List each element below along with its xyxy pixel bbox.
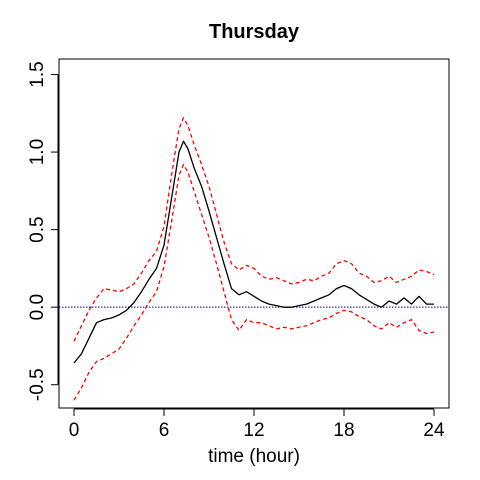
chart-title: Thursday — [209, 21, 300, 43]
estimate-line — [73, 140, 434, 364]
y-tick-label: -0.5 — [27, 368, 48, 401]
x-tick-label: 18 — [333, 420, 354, 441]
plot-frame — [58, 58, 450, 409]
y-tick-label: 1.0 — [27, 139, 48, 165]
series-layer — [73, 117, 435, 401]
y-tick-label: 1.5 — [27, 61, 48, 87]
x-tick-label: 24 — [423, 420, 445, 441]
x-axis-label: time (hour) — [208, 446, 300, 467]
lower-band-line — [73, 163, 435, 401]
x-axis: 0 6 12 18 24 — [69, 408, 445, 441]
x-tick-label: 6 — [159, 420, 170, 441]
x-tick-label: 12 — [243, 420, 264, 441]
y-tick-label: 0.5 — [27, 216, 48, 242]
y-tick-label: 0.0 — [27, 294, 48, 320]
y-axis: -0.5 0.0 0.5 1.0 1.5 — [27, 61, 59, 401]
x-tick-label: 0 — [69, 420, 80, 441]
upper-band-line — [73, 117, 435, 342]
